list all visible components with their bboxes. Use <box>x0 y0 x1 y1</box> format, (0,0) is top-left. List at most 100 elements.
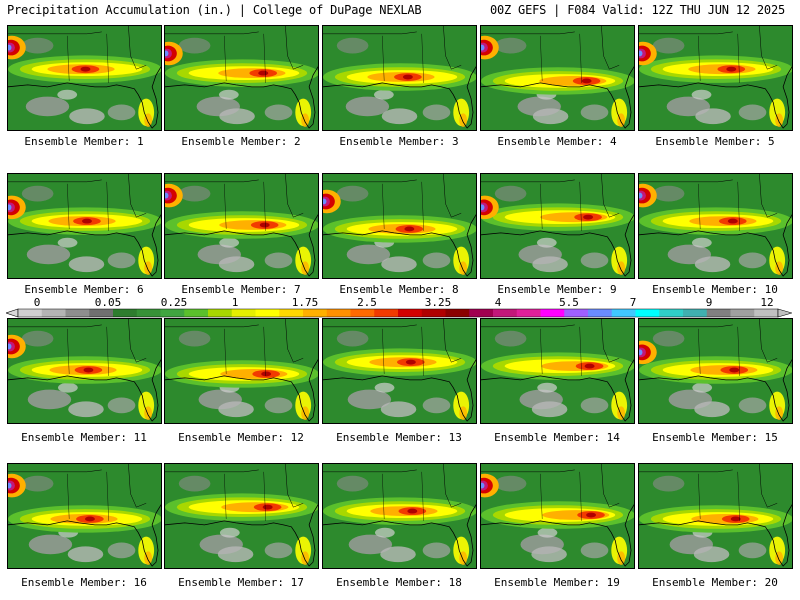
ensemble-member-caption: Ensemble Member: 4 <box>497 135 617 148</box>
colorbar-swatch <box>421 309 446 317</box>
ensemble-member-map <box>322 463 477 569</box>
precip-field <box>8 26 161 130</box>
colorbar-swatch <box>493 309 518 317</box>
ensemble-member-map <box>322 25 477 131</box>
precip-field <box>639 319 792 423</box>
precip-field <box>165 26 318 130</box>
precip-field <box>481 319 634 423</box>
ensemble-member-map <box>638 318 793 424</box>
colorbar-swatch <box>350 309 375 317</box>
ensemble-member-map <box>322 173 477 279</box>
ensemble-member-map <box>164 173 319 279</box>
ensemble-member-caption: Ensemble Member: 1 <box>24 135 144 148</box>
colorbar-swatch <box>279 309 304 317</box>
ensemble-member-map <box>638 25 793 131</box>
ensemble-member-map <box>7 25 162 131</box>
precip-field <box>481 464 634 568</box>
ensemble-member-map <box>164 318 319 424</box>
precip-field <box>481 174 634 278</box>
precip-field <box>639 26 792 130</box>
precip-field <box>8 464 161 568</box>
precip-field <box>323 464 476 568</box>
colorbar-swatch <box>18 309 43 317</box>
ensemble-member-caption: Ensemble Member: 17 <box>178 576 304 589</box>
colorbar-swatch <box>255 309 280 317</box>
colorbar-label: 12 <box>760 296 773 309</box>
colorbar-swatch <box>374 309 399 317</box>
ensemble-member-caption: Ensemble Member: 6 <box>24 283 144 296</box>
map-title: Precipitation Accumulation (in.) | Colle… <box>7 3 422 17</box>
colorbar-label: 1.75 <box>292 296 319 309</box>
colorbar-swatch <box>398 309 423 317</box>
ensemble-member-caption: Ensemble Member: 13 <box>336 431 462 444</box>
colorbar-swatch <box>184 309 209 317</box>
precip-colorbar: 0 0.05 0.25 1 1.75 2.5 3.25 4 5.5 7 9 12 <box>6 296 792 320</box>
colorbar-swatch <box>208 309 233 317</box>
ensemble-member-caption: Ensemble Member: 7 <box>181 283 301 296</box>
precip-field <box>165 319 318 423</box>
ensemble-member-caption: Ensemble Member: 19 <box>494 576 620 589</box>
ensemble-member-map <box>7 318 162 424</box>
colorbar-swatch <box>659 309 684 317</box>
precip-field <box>165 174 318 278</box>
precip-field <box>165 464 318 568</box>
ensemble-member-map <box>480 318 635 424</box>
colorbar-swatch <box>706 309 731 317</box>
ensemble-member-map <box>480 173 635 279</box>
ensemble-member-map <box>7 463 162 569</box>
colorbar-swatch <box>326 309 351 317</box>
colorbar-swatch <box>113 309 138 317</box>
ensemble-member-map <box>164 25 319 131</box>
colorbar-label: 3.25 <box>425 296 452 309</box>
colorbar-label: 7 <box>630 296 637 309</box>
colorbar-label: 0.25 <box>161 296 188 309</box>
colorbar-label: 0.05 <box>95 296 122 309</box>
ensemble-member-map <box>638 173 793 279</box>
precip-field <box>639 464 792 568</box>
colorbar-swatch <box>231 309 256 317</box>
colorbar-swatch <box>540 309 565 317</box>
ensemble-member-caption: Ensemble Member: 3 <box>339 135 459 148</box>
precip-field <box>323 26 476 130</box>
ensemble-member-caption: Ensemble Member: 16 <box>21 576 147 589</box>
precip-field <box>323 319 476 423</box>
ensemble-member-map <box>322 318 477 424</box>
colorbar-swatch <box>564 309 589 317</box>
colorbar-swatch <box>160 309 185 317</box>
ensemble-member-caption: Ensemble Member: 5 <box>655 135 775 148</box>
colorbar-swatch <box>136 309 161 317</box>
colorbar-swatch <box>730 309 755 317</box>
colorbar-swatch <box>588 309 613 317</box>
colorbar-swatch <box>635 309 660 317</box>
colorbar-swatch <box>611 309 636 317</box>
ensemble-member-map <box>7 173 162 279</box>
ensemble-member-map <box>638 463 793 569</box>
run-valid-time: 00Z GEFS | F084 Valid: 12Z THU JUN 12 20… <box>489 3 785 17</box>
colorbar-label: 4 <box>495 296 502 309</box>
precip-field <box>639 174 792 278</box>
colorbar-swatch <box>469 309 494 317</box>
colorbar-swatch <box>683 309 708 317</box>
colorbar-swatch <box>89 309 114 317</box>
ensemble-member-caption: Ensemble Member: 9 <box>497 283 617 296</box>
ensemble-member-map <box>480 463 635 569</box>
colorbar-label: 5.5 <box>559 296 579 309</box>
colorbar-label: 1 <box>232 296 239 309</box>
colorbar-swatch <box>516 309 541 317</box>
colorbar-swatch <box>65 309 90 317</box>
precip-field <box>323 174 476 278</box>
precip-field <box>481 26 634 130</box>
precip-field <box>8 319 161 423</box>
ensemble-member-caption: Ensemble Member: 11 <box>21 431 147 444</box>
colorbar-swatch <box>41 309 66 317</box>
ensemble-member-map <box>480 25 635 131</box>
colorbar-label: 9 <box>706 296 713 309</box>
ensemble-member-caption: Ensemble Member: 20 <box>652 576 778 589</box>
ensemble-member-caption: Ensemble Member: 18 <box>336 576 462 589</box>
ensemble-member-caption: Ensemble Member: 2 <box>181 135 301 148</box>
colorbar-label: 2.5 <box>357 296 377 309</box>
ensemble-member-map <box>164 463 319 569</box>
colorbar-swatch <box>303 309 328 317</box>
ensemble-member-caption: Ensemble Member: 10 <box>652 283 778 296</box>
ensemble-member-caption: Ensemble Member: 8 <box>339 283 459 296</box>
